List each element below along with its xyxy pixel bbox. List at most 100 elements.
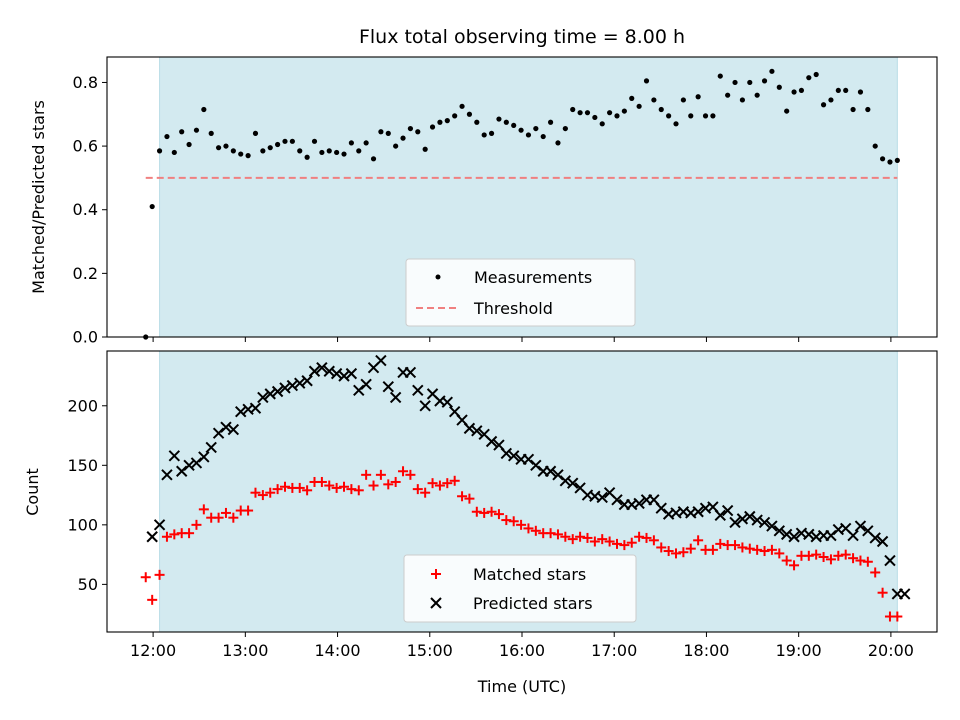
matched-point — [840, 549, 851, 560]
measurement-point — [894, 157, 900, 164]
x-axis-label: Time (UTC) — [477, 677, 566, 696]
top-y-ticks: 0.0 0.2 0.4 0.6 0.8 — [73, 73, 107, 347]
measurement-point — [747, 79, 753, 86]
predicted-point — [220, 421, 232, 433]
legend-measurements-label: Measurements — [474, 268, 592, 287]
predicted-point — [441, 396, 454, 408]
matched-point — [818, 551, 829, 562]
predicted-point — [360, 378, 372, 391]
measurement-point — [319, 149, 325, 156]
matched-point — [427, 478, 438, 489]
measurement-point — [525, 132, 532, 138]
predicted-point — [175, 465, 188, 477]
predicted-point — [869, 532, 881, 544]
predicted-point — [758, 516, 771, 529]
measurement-point — [149, 203, 155, 210]
predicted-point — [330, 367, 343, 380]
measurement-point — [813, 71, 819, 78]
matched-point — [752, 544, 763, 555]
matched-point — [147, 594, 158, 605]
predicted-point — [714, 509, 726, 522]
legend-matched-marker — [431, 569, 441, 579]
matched-point — [870, 567, 881, 578]
measurement-point — [164, 133, 170, 140]
bottom-legend-box — [403, 554, 637, 623]
measurement-point — [769, 68, 775, 74]
x-tick-label: 13:00 — [222, 641, 268, 660]
measurement-point — [393, 143, 399, 149]
predicted-point — [500, 447, 513, 460]
predicted-point — [338, 370, 350, 382]
matched-point — [523, 523, 534, 534]
predicted-point — [389, 391, 402, 404]
measurement-point — [208, 130, 214, 136]
x-tick-label: 12:00 — [130, 641, 176, 660]
y-tick-label: 0.6 — [73, 137, 98, 156]
predicted-point — [567, 477, 579, 489]
measurement-point — [275, 141, 281, 148]
predicted-point — [308, 365, 321, 377]
matched-point — [530, 525, 541, 536]
matched-point — [862, 556, 873, 567]
measurement-point — [415, 129, 421, 135]
matched-point — [663, 546, 674, 557]
measurement-point — [518, 127, 524, 133]
predicted-point — [294, 377, 306, 389]
matched-point — [825, 554, 836, 565]
matched-point — [693, 535, 704, 546]
measurement-point — [761, 78, 768, 84]
bottom-panel: 50 100 150 200 12:00 13:00 14:00 15:00 16:00 17:… — [23, 350, 938, 696]
measurement-point — [865, 106, 871, 113]
x-tick-label: 19:00 — [776, 641, 822, 660]
predicted-point — [353, 384, 365, 396]
predicted-point — [235, 406, 247, 418]
predicted-point — [190, 457, 203, 469]
chart-title: Flux total observing time = 8.00 h — [359, 26, 685, 48]
matched-point — [656, 542, 667, 553]
matched-point — [169, 529, 180, 540]
measurement-point — [496, 116, 502, 122]
measurement-point — [245, 153, 251, 159]
measurement-point — [599, 121, 605, 127]
y-tick-label: 50 — [78, 575, 98, 594]
measurement-point — [326, 148, 332, 154]
predicted-point — [168, 450, 181, 462]
predicted-point — [773, 525, 786, 537]
matched-point — [671, 548, 682, 559]
matched-point — [781, 555, 792, 566]
measurement-point — [289, 138, 295, 144]
predicted-point — [301, 375, 313, 387]
matched-point — [361, 469, 372, 480]
matched-point — [154, 569, 165, 580]
predicted-point — [419, 400, 431, 412]
matched-point — [398, 466, 409, 477]
measurement-point — [577, 110, 583, 116]
measurement-point — [304, 154, 310, 160]
measurement-point — [488, 130, 495, 136]
predicted-point — [884, 554, 896, 567]
matched-point — [457, 491, 468, 502]
measurement-point — [798, 87, 805, 94]
predicted-point — [876, 535, 889, 548]
measurement-point — [651, 97, 657, 103]
measurement-point — [474, 119, 480, 125]
predicted-point — [412, 384, 424, 396]
measurement-point — [437, 119, 443, 125]
measurement-point — [717, 73, 723, 79]
predicted-point — [375, 354, 387, 367]
matched-point — [678, 547, 689, 558]
matched-point — [737, 542, 748, 553]
top-legend: Measurements Threshold — [405, 258, 636, 327]
measurement-point — [334, 149, 340, 156]
predicted-point — [899, 588, 911, 600]
measurement-point — [725, 92, 731, 98]
measurement-point — [511, 122, 517, 129]
predicted-point — [780, 528, 793, 541]
matched-point — [486, 506, 497, 517]
matched-point — [302, 485, 313, 496]
bottom-x-ticks: 12:00 13:00 14:00 15:00 16:00 17:00 18:00 19:00… — [130, 632, 914, 660]
measurement-point — [466, 111, 473, 117]
top-series-layer — [143, 68, 900, 340]
predicted-point — [271, 385, 284, 398]
